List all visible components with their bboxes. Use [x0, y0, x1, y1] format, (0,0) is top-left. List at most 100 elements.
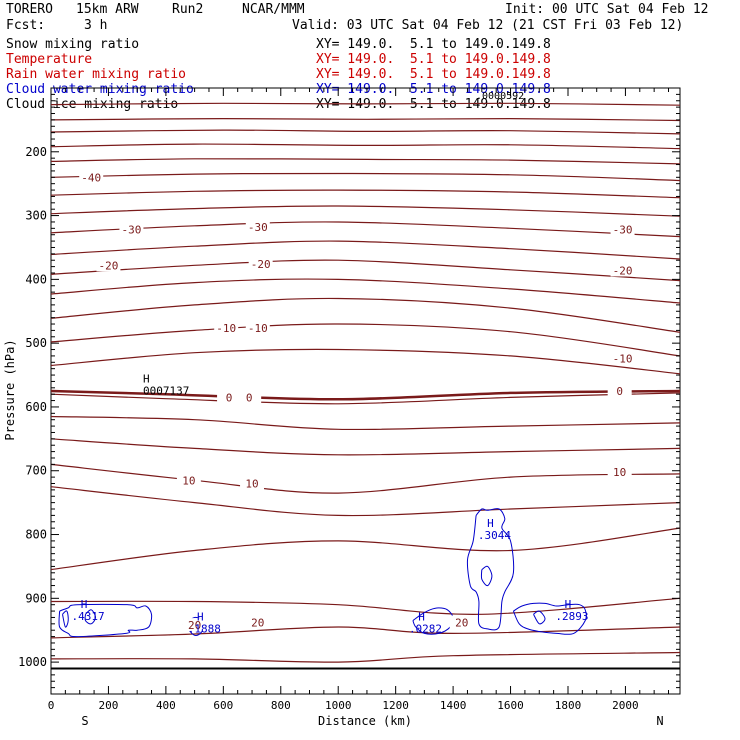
y-tick-label: 900 [25, 591, 47, 605]
cloud-water-contour [62, 610, 69, 628]
y-tick-label: 800 [25, 528, 47, 542]
temperature-label-bg [245, 320, 270, 334]
temperature-contour [50, 463, 681, 494]
temperature-label: -30 [248, 221, 268, 234]
field-cloud-ice: Cloud ice mixing ratio [6, 97, 179, 112]
temperature-label: 10 [245, 477, 258, 490]
cloud-water-contour [512, 602, 587, 635]
temperature-contour [50, 143, 681, 150]
temperature-label-bg [248, 257, 273, 271]
temperature-contour [50, 221, 681, 238]
direction-south: S [81, 714, 88, 728]
cloud-water-max-value: .1888 [188, 623, 221, 636]
y-axis-label: Pressure (hPa) [3, 339, 17, 440]
temperature-label: 20 [251, 617, 264, 630]
temperature-label-bg [245, 220, 270, 234]
valid-time: Valid: 03 UTC Sat 04 Feb 12 (21 CST Fri … [292, 18, 684, 33]
temperature-label: 0 [616, 385, 623, 398]
temperature-label-bg [610, 263, 635, 277]
temperature-contour [50, 297, 681, 333]
temperature-contour [50, 323, 681, 357]
field-cloud-ice-xy: XY= 149.0. 5.1 to 149.0.149.8 [316, 97, 551, 112]
temperature-contour [50, 486, 681, 517]
field-snow-xy: XY= 149.0. 5.1 to 149.0.149.8 [316, 37, 551, 52]
temperature-contour [50, 626, 681, 639]
temperature-contour [50, 189, 681, 199]
temperature-label-bg [449, 615, 474, 629]
temperature-contour [50, 527, 681, 571]
temperature-label-bg [237, 390, 262, 404]
temperature-label-bg [96, 258, 121, 272]
temperature-label-bg [217, 390, 242, 404]
y-tick-label: 1000 [18, 655, 47, 669]
field-rain: Rain water mixing ratio [6, 67, 187, 82]
temperature-label-bg [182, 618, 207, 632]
cloud-water-max-value: .3044 [478, 529, 511, 542]
x-tick-label: 2000 [612, 699, 639, 712]
x-axis-label: Distance (km) [318, 714, 412, 728]
cloud-water-contour [533, 610, 546, 625]
cloud-water-max-marker: H [197, 611, 204, 624]
model-org: NCAR/MMM [242, 2, 305, 17]
snow-max-marker: H [143, 373, 150, 386]
temperature-contour [50, 117, 681, 122]
y-tick-label: 400 [25, 272, 47, 286]
x-tick-label: 600 [213, 699, 233, 712]
y-tick-label: 500 [25, 336, 47, 350]
x-tick-label: 800 [271, 699, 291, 712]
temperature-label-bg [176, 473, 201, 487]
field-rain-xy: XY= 149.0. 5.1 to 149.0.149.8 [316, 67, 551, 82]
temperature-label-bg [607, 384, 632, 397]
model-resolution: 15km ARW [76, 2, 139, 17]
temperature-label-bg [607, 465, 632, 479]
temperature-contour [50, 597, 681, 615]
temperature-label: 20 [188, 619, 201, 632]
temperature-label: -40 [81, 171, 101, 184]
init-time: Init: 00 UTC Sat 04 Feb 12 [505, 2, 709, 17]
temperature-label: 20 [455, 617, 468, 630]
temperature-label: 10 [613, 466, 626, 479]
field-cloud-water-xy: XY= 149.0. 5.1 to 149.0.149.8 [316, 82, 551, 97]
x-tick-label: 1800 [555, 699, 582, 712]
temperature-label: -30 [613, 224, 633, 237]
cloud-water-contour [480, 565, 493, 587]
temperature-contour [50, 259, 681, 282]
model-run: Run2 [172, 2, 204, 17]
temperature-contour [50, 348, 681, 375]
x-tick-label: 0 [48, 699, 55, 712]
temperature-label: -10 [613, 352, 633, 365]
temperature-label: -30 [121, 224, 141, 237]
cloud-water-contour [58, 603, 153, 638]
temperature-contour [50, 415, 681, 431]
cloud-water-max-value: .2893 [555, 610, 588, 623]
temperature-label: 0 [246, 391, 253, 404]
field-cloud-water: Cloud water mixing ratio [6, 82, 194, 97]
cloud-water-contour [84, 609, 97, 625]
model-name: TORERO [6, 2, 53, 17]
overlap-value: .0000592 [476, 91, 525, 102]
x-tick-label: 1400 [440, 699, 467, 712]
temperature-contour [50, 129, 681, 135]
field-temperature-xy: XY= 149.0. 5.1 to 149.0.149.8 [316, 52, 551, 67]
y-tick-label: 300 [25, 209, 47, 223]
x-tick-label: 200 [99, 699, 119, 712]
x-tick-label: 1600 [497, 699, 524, 712]
temperature-label-bg [240, 476, 265, 490]
y-tick-label: 200 [25, 145, 47, 159]
temperature-label: 10 [182, 474, 195, 487]
x-tick-label: 1000 [325, 699, 352, 712]
y-tick-label: 700 [25, 464, 47, 478]
cloud-water-max-marker: H [418, 611, 425, 624]
temperature-label-bg [214, 320, 239, 334]
y-tick-label: 600 [25, 400, 47, 414]
temperature-contour [50, 278, 681, 304]
direction-north: N [656, 714, 663, 728]
temperature-contour [50, 240, 681, 260]
field-temperature: Temperature [6, 52, 93, 67]
freezing-level-contour [50, 389, 681, 401]
x-tick-label: 1200 [382, 699, 409, 712]
temperature-label: -20 [613, 264, 633, 277]
temperature-label: -10 [216, 322, 236, 335]
temperature-contour [50, 651, 681, 663]
cloud-water-max-marker: H [565, 598, 572, 611]
